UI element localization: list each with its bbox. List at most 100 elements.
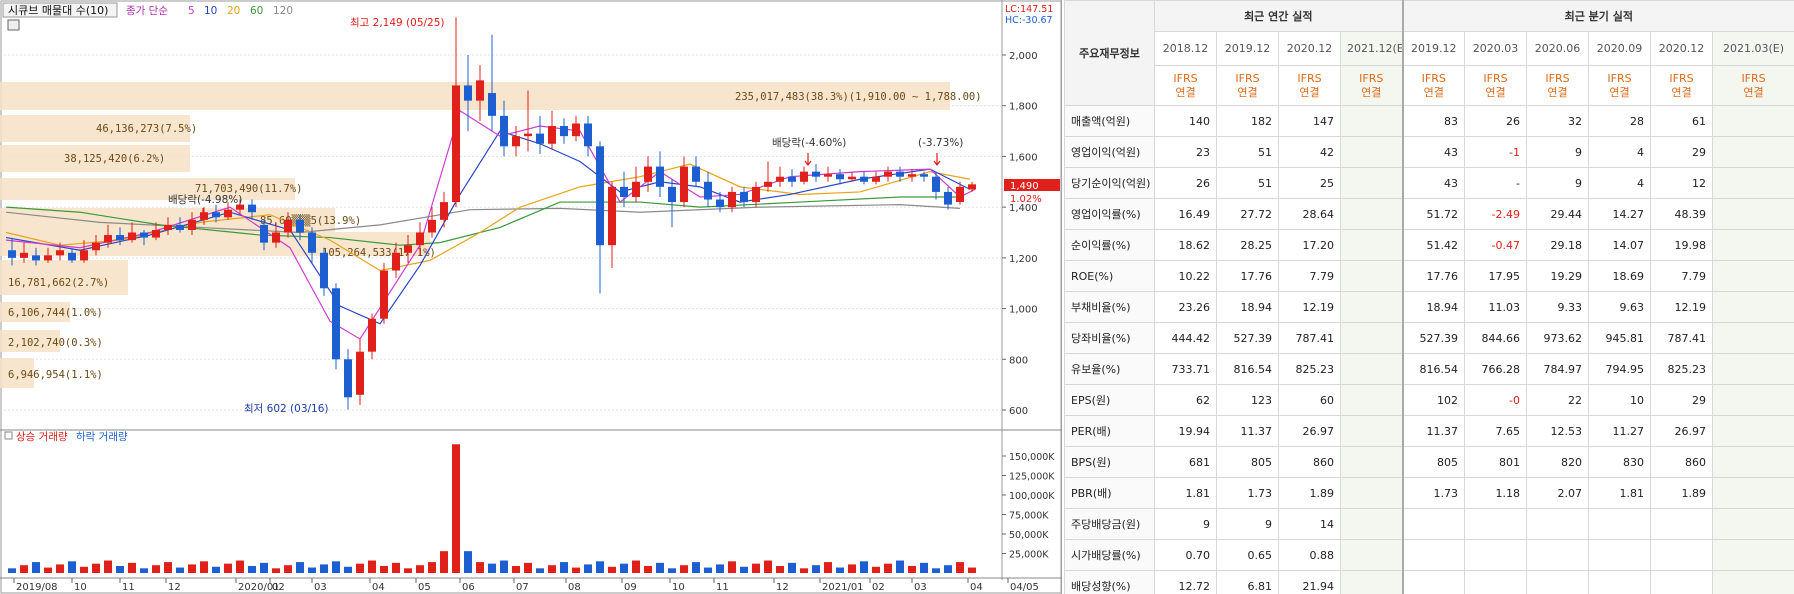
ifrs-label: IFRS 연결 [1401, 65, 1466, 106]
table-cell [1650, 570, 1714, 594]
table-cell: 1.18 [1464, 477, 1528, 509]
volume-bar [824, 562, 832, 573]
current-price-label: 1,490 [1010, 181, 1039, 192]
candle-body [944, 191, 952, 205]
volume-bar [104, 560, 112, 573]
table-cell [1712, 322, 1794, 354]
volume-bar [428, 562, 436, 573]
volume-bar [20, 565, 28, 573]
candle-body [788, 176, 796, 182]
row-label: 영업이익률(%) [1064, 198, 1155, 230]
candle-body [20, 252, 28, 258]
stock-chart[interactable]: 2,000 1,800 1,600 1,400 1,200 1,000 800 600 235,… [0, 0, 1062, 594]
arrow-down-icon [199, 208, 207, 221]
volume-bar [620, 563, 628, 573]
table-cell [1526, 570, 1590, 594]
table-cell [1588, 508, 1652, 540]
table-cell: 43 [1401, 136, 1466, 168]
volume-tick-label: 150,000K [1009, 452, 1055, 463]
volume-bar [272, 568, 280, 573]
table-cell: 444.42 [1154, 322, 1217, 354]
volume-tick-label: 25,000K [1009, 550, 1049, 561]
price-tick-label: 1,600 [1009, 152, 1038, 163]
table-cell: 19.29 [1526, 260, 1590, 292]
row-label: 순이익률(%) [1064, 229, 1155, 261]
hc-label: HC:-30.67 [1005, 15, 1053, 26]
ifrs-bottom: 연결 [1485, 85, 1506, 99]
candle-body [656, 166, 664, 187]
table-cell: 28.64 [1278, 198, 1341, 230]
ifrs-label: IFRS 연결 [1154, 65, 1217, 106]
xaxis-label: 03 [314, 582, 327, 593]
volume-bar [644, 565, 652, 573]
table-cell: 1.81 [1154, 477, 1217, 509]
candle-body [488, 93, 496, 116]
volume-bar [284, 565, 292, 573]
volume-bar [92, 563, 100, 573]
table-cell: 784.97 [1526, 353, 1590, 385]
stock-chart-panel[interactable]: 2,000 1,800 1,600 1,400 1,200 1,000 800 600 235,… [0, 0, 1062, 594]
table-cell: - [1464, 167, 1528, 199]
table-row: 매출액(억원) 140 182 147 83 26 32 28 61 [1064, 105, 1794, 137]
table-cell [1712, 229, 1794, 261]
table-cell: 102 [1401, 384, 1466, 416]
ifrs-bottom: 연결 [1423, 85, 1444, 99]
volume-profile-label: 2,102,740(0.3%) [8, 337, 103, 349]
volume-bar [716, 564, 724, 573]
financial-summary-panel: 주요재무정보 최근 연간 실적 최근 분기 실적 2018.12 2019.12 2020… [1064, 0, 1794, 594]
ifrs-top: IFRS [1421, 71, 1446, 85]
candle-body [776, 176, 784, 182]
price-tick-label: 1,200 [1009, 254, 1038, 265]
volume-bar [956, 562, 964, 573]
table-cell: 14.07 [1588, 229, 1652, 261]
ifrs-label: IFRS 연결 [1339, 65, 1404, 106]
volume-bar [860, 561, 868, 573]
table-cell [1712, 539, 1794, 571]
candle-body [956, 186, 964, 203]
candle-body [584, 123, 592, 147]
candle-body [380, 270, 388, 319]
row-label: BPS(원) [1064, 446, 1155, 478]
table-cell: 733.71 [1154, 353, 1217, 385]
volume-bar [452, 444, 460, 573]
table-cell: 28.25 [1216, 229, 1279, 261]
volume-profile-bar [0, 302, 70, 322]
volume-profile-label: 71,703,490(11.7%) [195, 183, 302, 195]
candle-body [344, 359, 352, 398]
table-cell: 26.97 [1650, 415, 1714, 447]
table-cell: 1.73 [1401, 477, 1466, 509]
ma20-line [5, 163, 971, 272]
price-tick-label: 600 [1009, 406, 1028, 417]
candle-body [632, 181, 640, 197]
volume-bar [44, 567, 52, 573]
volume-bar [176, 567, 184, 573]
table-cell: 16.49 [1154, 198, 1217, 230]
candle-body [320, 252, 328, 289]
ifrs-top: IFRS [1297, 71, 1322, 85]
candle-body [224, 209, 232, 218]
ifrs-label: IFRS 연결 [1278, 65, 1341, 106]
xaxis-label: 02 [872, 582, 885, 593]
volume-panel-icon [4, 431, 13, 440]
candle-body [800, 171, 808, 182]
table-cell: 29.18 [1526, 229, 1590, 261]
candle-body [356, 351, 364, 395]
volume-bar [404, 568, 412, 573]
table-cell: 10 [1588, 384, 1652, 416]
candle-body [188, 219, 196, 230]
dividend-annotation: 배당락(-4.60%) [772, 137, 846, 149]
volume-bar [260, 562, 268, 573]
xaxis-label: 10 [672, 582, 685, 593]
candle-body [104, 235, 112, 243]
candle-body [164, 224, 172, 230]
table-cell [1339, 291, 1404, 323]
table-cell: 18.94 [1401, 291, 1466, 323]
chart-title-box [2, 2, 118, 18]
table-corner: 주요재무정보 [1064, 0, 1155, 106]
table-cell [1588, 539, 1652, 571]
row-label: 당좌비율(%) [1064, 322, 1155, 354]
candle-body [872, 176, 880, 182]
table-cell [1712, 291, 1794, 323]
xaxis-label: 2021/01 [822, 582, 864, 593]
volume-up-legend: 상승 거래량 [16, 431, 68, 443]
